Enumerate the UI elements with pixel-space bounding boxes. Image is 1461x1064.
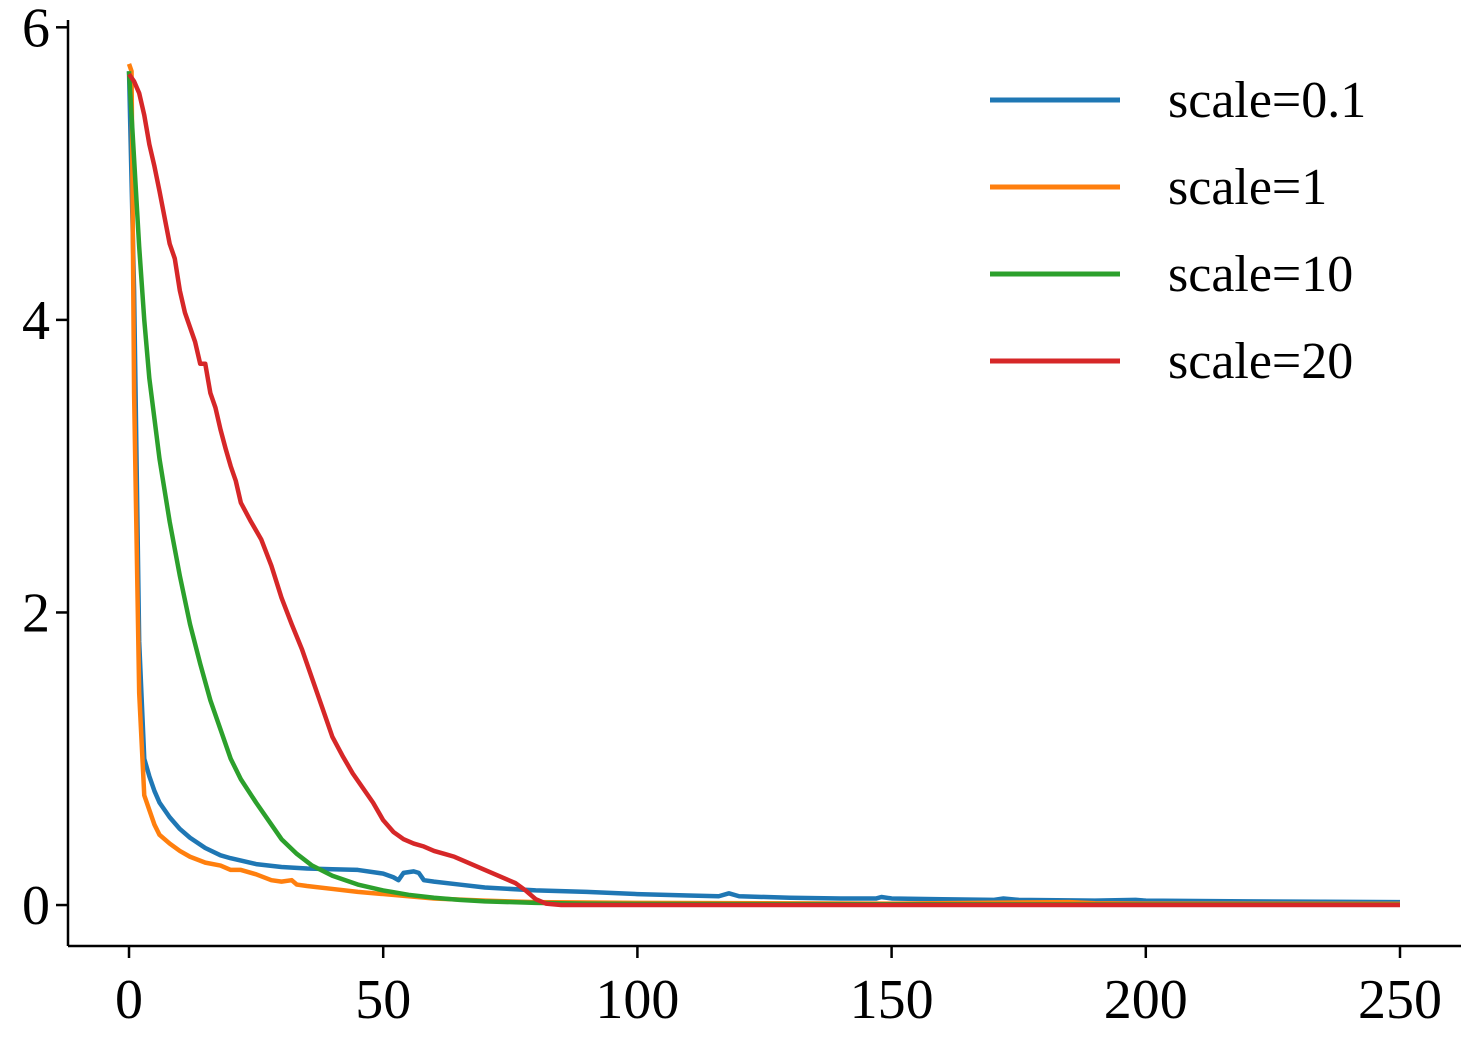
series-line-scale-0-1 [126,71,1401,905]
x-tick-label: 250 [1358,969,1442,1031]
legend-label: scale=1 [1168,159,1327,216]
legend-label: scale=0.1 [1168,72,1366,129]
x-tick-label: 0 [115,969,143,1031]
legend-label: scale=20 [1168,333,1353,390]
x-tick-label: 150 [850,969,934,1031]
series-line-scale-10 [126,71,1400,907]
x-tick-label: 100 [595,969,679,1031]
y-tick-label: 0 [22,875,50,937]
y-tick-label: 6 [22,0,50,59]
axes [66,20,1461,948]
ticks: 0 50 100 150 200 250 0 2 4 6 [22,0,1442,1031]
series-line-scale-20 [127,72,1400,908]
legend: scale=0.1 scale=1 scale=10 scale=20 [990,72,1366,390]
x-tick-label: 200 [1104,969,1188,1031]
series-layer [126,63,1401,908]
y-tick-label: 2 [22,582,50,644]
legend-label: scale=10 [1168,246,1353,303]
y-tick-label: 4 [22,290,50,352]
x-tick-label: 50 [355,969,411,1031]
